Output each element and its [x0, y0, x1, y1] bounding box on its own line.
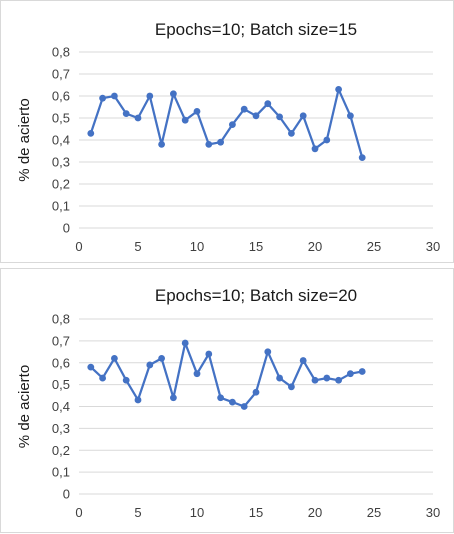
chart-title: Epochs=10; Batch size=20 — [155, 286, 357, 305]
y-tick-label: 0,7 — [52, 67, 70, 82]
x-tick-label: 5 — [134, 505, 141, 520]
y-tick-label: 0 — [63, 221, 70, 236]
x-tick-label: 20 — [308, 505, 322, 520]
data-point — [205, 350, 213, 358]
y-tick-label: 0,2 — [52, 177, 70, 192]
x-tick-label: 30 — [426, 505, 440, 520]
data-point — [146, 92, 154, 100]
y-tick-label: 0,2 — [52, 443, 70, 458]
x-tick-label: 15 — [249, 505, 263, 520]
data-point — [358, 368, 366, 375]
data-point — [217, 138, 225, 146]
chart-panel-2: 0 0,1 0,2 0,3 0,4 0,5 0,6 0,7 0,8 0 5 10 15 20 25 30 Epo… — [0, 268, 454, 533]
data-point — [122, 110, 130, 117]
data-point — [193, 108, 201, 115]
x-tick-label: 20 — [308, 239, 322, 254]
line-chart-batch-15: 0 0,1 0,2 0,3 0,4 0,5 0,6 0,7 0,8 0 5 10 15 20 25 30 Epo… — [16, 20, 440, 254]
data-point — [181, 339, 189, 347]
data-point — [311, 376, 319, 384]
y-tick-label: 0,6 — [52, 355, 70, 370]
x-tick-label: 25 — [367, 239, 381, 254]
data-point — [311, 145, 319, 153]
data-point — [288, 383, 295, 391]
x-tick-label: 15 — [249, 239, 263, 254]
data-point — [288, 130, 295, 137]
x-tick-label: 0 — [75, 239, 82, 254]
data-point — [347, 370, 354, 378]
data-point — [299, 357, 307, 364]
y-tick-label: 0 — [63, 487, 70, 502]
y-tick-label: 0,8 — [52, 45, 70, 60]
data-point — [170, 90, 177, 98]
y-axis-title: % de acierto — [16, 365, 33, 448]
data-point — [111, 354, 118, 362]
data-point — [323, 136, 331, 144]
data-point — [134, 396, 142, 404]
x-tick-label: 10 — [190, 505, 204, 520]
line-chart-batch-20: 0 0,1 0,2 0,3 0,4 0,5 0,6 0,7 0,8 0 5 10 15 20 25 30 Epo… — [16, 286, 440, 520]
data-point — [87, 130, 95, 137]
data-point — [111, 92, 118, 100]
x-tick-label: 10 — [190, 239, 204, 254]
data-point — [240, 105, 248, 113]
y-tick-label: 0,1 — [52, 199, 70, 214]
data-point — [252, 388, 260, 396]
data-point — [158, 354, 166, 362]
data-point — [335, 86, 342, 93]
data-point — [358, 154, 366, 162]
y-tick-label: 0,7 — [52, 333, 70, 348]
data-point — [229, 398, 236, 406]
chart-title: Epochs=10; Batch size=15 — [155, 20, 357, 39]
data-point — [276, 113, 283, 121]
data-point — [299, 112, 307, 120]
data-point — [323, 374, 331, 382]
x-tick-label: 0 — [75, 505, 82, 520]
data-point — [170, 394, 177, 402]
data-point — [264, 348, 272, 356]
data-point — [264, 100, 272, 108]
x-tick-label: 30 — [426, 239, 440, 254]
y-tick-label: 0,5 — [52, 111, 70, 126]
y-tick-label: 0,5 — [52, 377, 70, 392]
chart-panel-1: 0 0,1 0,2 0,3 0,4 0,5 0,6 0,7 0,8 0 5 10 15 20 25 30 Epo… — [0, 0, 454, 263]
y-tick-label: 0,4 — [52, 133, 70, 148]
data-point — [193, 370, 201, 378]
data-point — [134, 114, 142, 122]
data-point — [158, 141, 166, 148]
series-line — [90, 341, 363, 408]
y-tick-label: 0,3 — [52, 421, 70, 436]
x-tick-label: 25 — [367, 505, 381, 520]
data-point — [252, 112, 260, 120]
data-point — [146, 361, 154, 369]
data-point — [181, 116, 189, 124]
data-point — [87, 363, 95, 371]
data-point — [229, 121, 236, 128]
data-point — [240, 403, 248, 410]
y-tick-label: 0,3 — [52, 155, 70, 170]
y-tick-label: 0,4 — [52, 399, 70, 414]
y-axis-title: % de acierto — [16, 98, 33, 181]
series-line — [89, 88, 364, 158]
data-point — [122, 376, 130, 384]
y-tick-label: 0,8 — [52, 312, 70, 327]
data-point — [205, 141, 213, 148]
x-tick-label: 5 — [134, 239, 141, 254]
y-tick-label: 0,1 — [52, 465, 70, 480]
data-point — [335, 376, 342, 384]
data-point — [276, 374, 283, 382]
data-point — [347, 112, 354, 120]
data-point — [99, 94, 106, 102]
data-point — [99, 374, 106, 382]
data-point — [217, 394, 225, 402]
y-tick-label: 0,6 — [52, 89, 70, 104]
